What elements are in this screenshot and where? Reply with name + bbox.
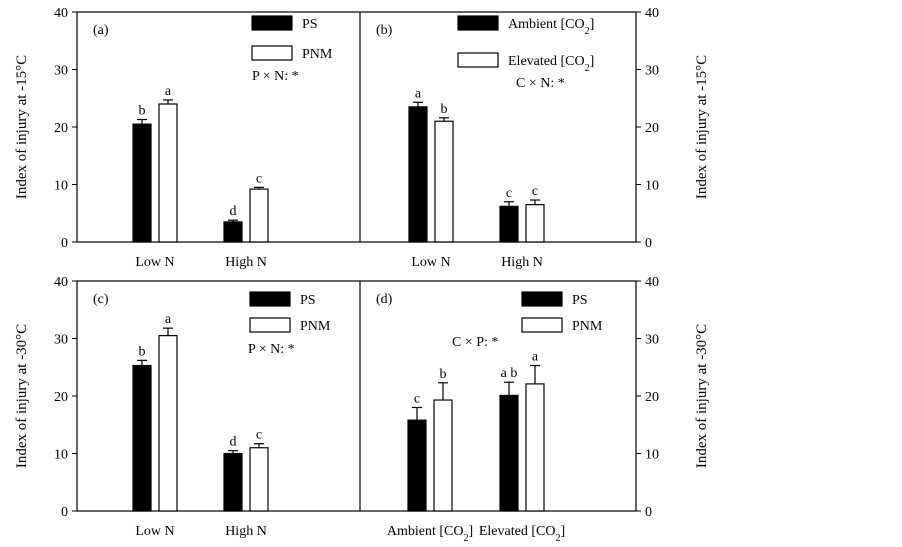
legend-swatch — [521, 317, 563, 333]
y-tick-label: 40 — [54, 6, 68, 21]
significance-letter: a b — [501, 366, 518, 381]
panel-label: (c) — [93, 292, 109, 307]
bar-ps-2 — [223, 452, 243, 512]
y-tick-label: 0 — [61, 505, 68, 520]
y-tick-label: 10 — [54, 448, 68, 463]
y-axis-label: Index of injury at -30°C — [694, 324, 710, 468]
legend-swatch — [249, 291, 291, 307]
bar-pnm-2 — [525, 383, 545, 512]
legend-label: PNM — [300, 319, 331, 334]
significance-letter: a — [415, 86, 422, 101]
panel-a: 0 10 20 30 40 Index of injury at -15°C (a) b a Lo… — [14, 6, 333, 270]
bar-ps-2 — [499, 394, 519, 512]
bar-pnm-2 — [249, 447, 269, 512]
significance-letter: c — [256, 428, 262, 443]
significance-letter: c — [414, 392, 420, 407]
significance-letter: c — [506, 186, 512, 201]
bar-ambient-co2-2 — [499, 205, 519, 243]
legend-label: PS — [302, 17, 318, 32]
y-axis-label: Index of injury at -30°C — [14, 324, 30, 468]
y-axis-label: Index of injury at -15°C — [694, 55, 710, 199]
legend-label: PNM — [572, 319, 603, 334]
y-axis-label: Index of injury at -15°C — [14, 55, 30, 199]
y-tick-label: 30 — [645, 333, 659, 348]
legend-label: Ambient [CO2] — [508, 17, 594, 37]
legend-label: PS — [572, 293, 588, 308]
y-tick-label: 30 — [54, 333, 68, 348]
y-tick-label: 40 — [54, 275, 68, 290]
x-category-label: Ambient [CO2] — [387, 524, 473, 544]
significance-letter: a — [165, 312, 172, 327]
significance-letter: d — [230, 204, 237, 219]
legend-swatch — [457, 15, 499, 31]
y-tick-label: 30 — [645, 64, 659, 79]
significance-letter: a — [165, 84, 172, 99]
bar-pnm-2 — [249, 188, 269, 243]
y-tick-label: 20 — [54, 390, 68, 405]
y-tick-label: 40 — [645, 275, 659, 290]
panel-d: 0 10 20 30 40 Index of injury at -30°C (d) c b Am… — [376, 275, 710, 544]
x-category-label: Elevated [CO2] — [479, 524, 565, 544]
panel-c: 0 10 20 30 40 Index of injury at -30°C (c) b a Lo… — [14, 275, 331, 539]
panel-label: (d) — [376, 292, 393, 307]
y-tick-label: 0 — [61, 236, 68, 251]
y-tick-label: 10 — [645, 179, 659, 194]
interaction-annotation: P × N: * — [252, 69, 299, 84]
interaction-annotation: P × N: * — [248, 342, 295, 357]
significance-letter: b — [441, 102, 448, 117]
bar-elevated-co2-2 — [525, 204, 545, 243]
legend-label: Elevated [CO2] — [508, 54, 594, 74]
x-category-label: High N — [225, 524, 267, 539]
significance-letter: b — [139, 104, 146, 119]
significance-letter: a — [532, 350, 539, 365]
x-category-label: Low N — [411, 255, 450, 270]
y-tick-label: 30 — [54, 64, 68, 79]
legend-swatch — [249, 317, 291, 333]
y-tick-label: 20 — [645, 390, 659, 405]
legend-swatch — [521, 291, 563, 307]
y-tick-label: 20 — [645, 121, 659, 136]
legend-swatch — [251, 45, 293, 61]
x-category-label: High N — [501, 255, 543, 270]
y-tick-label: 0 — [645, 505, 652, 520]
legend-swatch — [251, 15, 293, 31]
y-tick-label: 20 — [54, 121, 68, 136]
legend-label: PS — [300, 293, 316, 308]
x-category-label: High N — [225, 255, 267, 270]
x-category-label: Low N — [135, 255, 174, 270]
y-tick-label: 40 — [645, 6, 659, 21]
bar-ps-1 — [132, 364, 152, 512]
significance-letter: b — [440, 367, 447, 382]
bar-ambient-co2-1 — [408, 106, 428, 243]
significance-letter: c — [532, 184, 538, 199]
significance-letter: c — [256, 171, 262, 186]
bar-ps-1 — [132, 123, 152, 243]
significance-letter: d — [230, 435, 237, 450]
interaction-annotation: C × N: * — [516, 76, 565, 91]
y-tick-label: 10 — [645, 448, 659, 463]
bar-pnm-1 — [433, 399, 453, 512]
panel-label: (b) — [376, 23, 393, 38]
x-category-label: Low N — [135, 524, 174, 539]
bar-elevated-co2-1 — [434, 120, 454, 243]
panel-label: (a) — [93, 23, 109, 38]
bar-ps-1 — [407, 419, 427, 512]
legend-label: PNM — [302, 47, 333, 62]
bar-ps-2 — [223, 221, 243, 243]
interaction-annotation: C × P: * — [452, 335, 498, 350]
bar-pnm-1 — [158, 103, 178, 243]
legend-swatch — [457, 52, 499, 68]
panel-b: 0 10 20 30 40 Index of injury at -15°C (b) a b Lo… — [376, 6, 710, 270]
y-tick-label: 10 — [54, 179, 68, 194]
y-tick-label: 0 — [645, 236, 652, 251]
significance-letter: b — [139, 344, 146, 359]
bar-pnm-1 — [158, 335, 178, 512]
